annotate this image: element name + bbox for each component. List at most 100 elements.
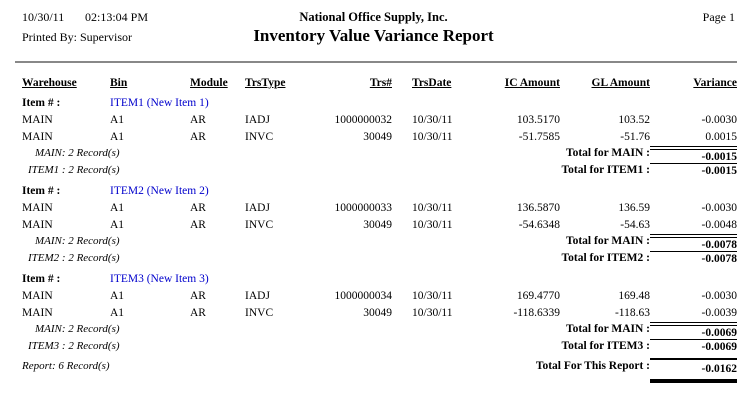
cell-variance: -0.0039 bbox=[701, 307, 737, 319]
cell-bin: A1 bbox=[110, 290, 125, 302]
warehouse-record-count: MAIN: 2 Record(s) bbox=[35, 235, 120, 247]
item-header-row: Item # : ITEM3 (New Item 3) bbox=[22, 270, 737, 288]
warehouse-total-label: Total for MAIN : bbox=[565, 147, 650, 159]
cell-variance: 0.0015 bbox=[705, 131, 737, 143]
cell-trstype: INVC bbox=[245, 307, 274, 319]
item-total-label: Total for ITEM3 : bbox=[561, 340, 651, 352]
cell-trsnum: 1000000033 bbox=[334, 202, 393, 214]
cell-warehouse: MAIN bbox=[22, 219, 53, 231]
cell-bin: A1 bbox=[110, 131, 125, 143]
column-header-row: Warehouse Bin Module TrsType Trs# TrsDat… bbox=[22, 74, 737, 92]
table-row: MAIN A1 AR IADJ 1000000032 10/30/11 103.… bbox=[22, 112, 737, 129]
col-trsdate: TrsDate bbox=[412, 77, 452, 89]
report-title: Inventory Value Variance Report bbox=[253, 26, 494, 45]
cell-trsnum: 1000000034 bbox=[334, 290, 393, 302]
cell-trsnum: 30049 bbox=[363, 307, 392, 319]
cell-ic-amount: -118.6339 bbox=[513, 307, 560, 319]
report-total-row: Report: 6 Record(s) Total For This Repor… bbox=[22, 358, 737, 376]
warehouse-record-count: MAIN: 2 Record(s) bbox=[35, 147, 120, 159]
cell-trsdate: 10/30/11 bbox=[412, 114, 453, 126]
report-total-value: -0.0162 bbox=[650, 358, 737, 377]
cell-module: AR bbox=[190, 202, 206, 214]
report-date: 10/30/11 bbox=[22, 10, 65, 24]
cell-trsdate: 10/30/11 bbox=[412, 219, 453, 231]
cell-bin: A1 bbox=[110, 202, 125, 214]
header-separator bbox=[15, 61, 737, 63]
item-number-label: Item # : bbox=[22, 273, 61, 285]
warehouse-total-label: Total for MAIN : bbox=[565, 235, 650, 247]
col-module: Module bbox=[190, 77, 228, 89]
cell-trsnum: 30049 bbox=[363, 219, 392, 231]
cell-trstype: IADJ bbox=[245, 202, 270, 214]
item-total-row: ITEM3 : 2 Record(s) Total for ITEM3 : -0… bbox=[22, 339, 737, 356]
item-header-row: Item # : ITEM2 (New Item 2) bbox=[22, 182, 737, 200]
table-row: MAIN A1 AR IADJ 1000000034 10/30/11 169.… bbox=[22, 288, 737, 305]
warehouse-total-value: -0.0015 bbox=[650, 146, 737, 165]
item-total-value: -0.0078 bbox=[650, 251, 737, 268]
item-total-label: Total for ITEM2 : bbox=[561, 252, 651, 264]
cell-gl-amount: -118.63 bbox=[614, 307, 650, 319]
page-number: Page 1 bbox=[702, 10, 735, 24]
cell-variance: -0.0030 bbox=[701, 202, 737, 214]
item-total-row: ITEM1 : 2 Record(s) Total for ITEM1 : -0… bbox=[22, 163, 737, 180]
item-record-count: ITEM3 : 2 Record(s) bbox=[28, 340, 120, 352]
warehouse-total-row: MAIN: 2 Record(s) Total for MAIN : -0.00… bbox=[22, 234, 737, 251]
item-total-value: -0.0069 bbox=[650, 339, 737, 356]
cell-warehouse: MAIN bbox=[22, 114, 53, 126]
cell-module: AR bbox=[190, 307, 206, 319]
report-time: 02:13:04 PM bbox=[85, 10, 149, 24]
table-row: MAIN A1 AR INVC 30049 10/30/11 -118.6339… bbox=[22, 305, 737, 322]
item-total-value: -0.0015 bbox=[650, 163, 737, 180]
cell-bin: A1 bbox=[110, 307, 125, 319]
report-total-label: Total For This Report : bbox=[535, 360, 650, 372]
cell-trsdate: 10/30/11 bbox=[412, 202, 453, 214]
cell-module: AR bbox=[190, 131, 206, 143]
report-record-count: Report: 6 Record(s) bbox=[22, 360, 110, 372]
cell-trsdate: 10/30/11 bbox=[412, 290, 453, 302]
cell-warehouse: MAIN bbox=[22, 202, 53, 214]
col-ic-amount: IC Amount bbox=[504, 77, 560, 89]
cell-trstype: IADJ bbox=[245, 114, 270, 126]
col-gl-amount: GL Amount bbox=[591, 77, 650, 89]
col-warehouse: Warehouse bbox=[22, 77, 77, 89]
cell-variance: -0.0030 bbox=[701, 290, 737, 302]
cell-bin: A1 bbox=[110, 114, 125, 126]
cell-module: AR bbox=[190, 219, 206, 231]
item-record-count: ITEM2 : 2 Record(s) bbox=[28, 252, 120, 264]
cell-trsnum: 1000000032 bbox=[334, 114, 393, 126]
cell-gl-amount: -51.76 bbox=[620, 131, 650, 143]
cell-warehouse: MAIN bbox=[22, 307, 53, 319]
cell-module: AR bbox=[190, 290, 206, 302]
cell-trsnum: 30049 bbox=[363, 131, 392, 143]
item-number-label: Item # : bbox=[22, 185, 61, 197]
item-name: ITEM1 (New Item 1) bbox=[110, 97, 209, 109]
cell-warehouse: MAIN bbox=[22, 131, 53, 143]
warehouse-total-row: MAIN: 2 Record(s) Total for MAIN : -0.00… bbox=[22, 146, 737, 163]
warehouse-total-value: -0.0069 bbox=[650, 322, 737, 341]
item-record-count: ITEM1 : 2 Record(s) bbox=[28, 164, 120, 176]
cell-ic-amount: 103.5170 bbox=[516, 114, 560, 126]
cell-ic-amount: -51.7585 bbox=[518, 131, 560, 143]
cell-gl-amount: 169.48 bbox=[618, 290, 650, 302]
cell-trsdate: 10/30/11 bbox=[412, 131, 453, 143]
cell-bin: A1 bbox=[110, 219, 125, 231]
cell-module: AR bbox=[190, 114, 206, 126]
warehouse-total-label: Total for MAIN : bbox=[565, 323, 650, 335]
col-trstype: TrsType bbox=[245, 77, 286, 89]
warehouse-record-count: MAIN: 2 Record(s) bbox=[35, 323, 120, 335]
cell-trstype: IADJ bbox=[245, 290, 270, 302]
table-row: MAIN A1 AR IADJ 1000000033 10/30/11 136.… bbox=[22, 200, 737, 217]
cell-warehouse: MAIN bbox=[22, 290, 53, 302]
warehouse-total-row: MAIN: 2 Record(s) Total for MAIN : -0.00… bbox=[22, 322, 737, 339]
cell-gl-amount: -54.63 bbox=[620, 219, 650, 231]
cell-variance: -0.0030 bbox=[701, 114, 737, 126]
printed-by: Printed By: Supervisor bbox=[22, 30, 132, 44]
cell-trstype: INVC bbox=[245, 131, 274, 143]
col-variance: Variance bbox=[693, 77, 737, 89]
cell-trstype: INVC bbox=[245, 219, 274, 231]
cell-ic-amount: -54.6348 bbox=[518, 219, 560, 231]
warehouse-total-value: -0.0078 bbox=[650, 234, 737, 253]
cell-gl-amount: 103.52 bbox=[618, 114, 650, 126]
cell-gl-amount: 136.59 bbox=[618, 202, 650, 214]
